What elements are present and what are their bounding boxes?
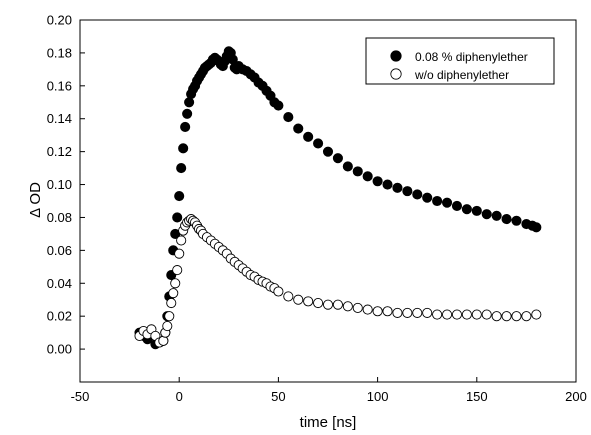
plot-frame <box>79 19 577 383</box>
data-point-filled <box>481 209 492 220</box>
data-point-filled <box>184 97 195 108</box>
data-point-filled <box>176 163 187 174</box>
y-tick-label: 0.06 <box>47 243 72 258</box>
y-tick-label: 0.16 <box>47 78 72 93</box>
data-point-open <box>303 296 314 307</box>
data-point-filled <box>392 182 403 193</box>
legend-label-filled: 0.08 % diphenylether <box>415 50 528 64</box>
data-point-open <box>511 311 522 322</box>
data-point-filled <box>322 146 334 157</box>
y-axis: 0.00 0.02 0.04 0.06 0.08 0.10 0.12 0.14 0.16 0.18… <box>47 13 85 357</box>
legend: 0.08 % diphenylether w/o diphenylether <box>365 37 555 85</box>
data-point-open <box>521 311 532 322</box>
data-point-filled <box>372 176 383 187</box>
data-point-open <box>172 265 183 276</box>
data-point-open <box>461 309 472 320</box>
data-point-filled <box>531 222 542 233</box>
data-point-open <box>332 299 343 310</box>
data-point-open <box>441 309 453 320</box>
y-tick-label: 0.14 <box>47 111 72 126</box>
data-point-open <box>168 288 179 299</box>
data-point-open <box>432 309 443 320</box>
series-layer <box>134 46 542 350</box>
data-point-filled <box>501 214 512 225</box>
data-point-filled <box>342 161 353 172</box>
data-point-filled <box>441 197 453 208</box>
legend-marker-open <box>390 68 402 80</box>
data-point-filled <box>313 138 324 149</box>
x-axis-title: time [ns] <box>300 414 357 431</box>
data-point-open <box>164 311 175 322</box>
data-point-open <box>382 306 393 317</box>
data-point-filled <box>352 166 363 177</box>
data-point-open <box>471 309 482 320</box>
data-point-filled <box>182 108 193 119</box>
data-point-open <box>402 307 413 318</box>
data-point-open <box>531 309 542 320</box>
data-point-open <box>273 286 284 297</box>
data-point-open <box>283 291 294 302</box>
data-point-filled <box>491 210 502 221</box>
data-point-filled <box>432 195 443 207</box>
data-point-open <box>501 311 512 322</box>
y-tick-label: 0.08 <box>47 210 72 225</box>
x-tick-label: 50 <box>271 389 285 404</box>
x-tick-label: 100 <box>367 389 389 404</box>
y-tick-label: 0.20 <box>47 13 72 28</box>
data-point-filled <box>422 192 433 203</box>
data-point-filled <box>273 100 284 111</box>
data-point-filled <box>283 112 294 123</box>
data-point-open <box>293 294 304 305</box>
x-axis: -50 0 50 100 150 200 <box>71 377 587 404</box>
data-point-filled <box>511 215 522 226</box>
data-point-filled <box>412 189 423 200</box>
data-point-open <box>412 307 423 318</box>
data-point-filled <box>180 121 191 132</box>
data-point-open <box>392 307 403 318</box>
x-tick-label: -50 <box>71 389 90 404</box>
data-point-filled <box>402 186 413 197</box>
series-without-diphenylether <box>134 214 542 348</box>
data-point-open <box>422 307 433 318</box>
x-tick-label: 200 <box>565 389 587 404</box>
y-axis-title: Δ OD <box>27 182 44 218</box>
data-point-open <box>166 297 177 309</box>
data-point-open <box>158 335 169 346</box>
data-point-filled <box>172 212 183 223</box>
data-point-open <box>162 320 173 332</box>
y-tick-label: 0.00 <box>47 342 72 357</box>
data-point-filled <box>178 143 189 154</box>
y-tick-label: 0.18 <box>47 45 72 60</box>
legend-marker-filled <box>390 50 402 62</box>
y-tick-label: 0.02 <box>47 309 72 324</box>
data-point-filled <box>382 179 393 190</box>
data-point-open <box>170 278 181 289</box>
data-point-open <box>362 304 373 315</box>
data-point-filled <box>471 205 482 216</box>
y-tick-label: 0.10 <box>47 177 72 192</box>
data-point-open <box>352 302 363 314</box>
data-point-open <box>313 297 324 309</box>
data-point-filled <box>461 204 472 215</box>
data-point-filled <box>174 191 185 202</box>
y-tick-label: 0.04 <box>47 276 72 291</box>
data-point-open <box>481 309 492 320</box>
data-point-open <box>342 301 353 312</box>
data-point-open <box>322 299 334 310</box>
data-point-filled <box>332 153 343 164</box>
data-point-open <box>174 248 185 259</box>
data-point-filled <box>303 131 314 142</box>
data-point-open <box>372 306 383 317</box>
data-point-open <box>491 311 502 322</box>
y-tick-label: 0.12 <box>47 144 72 159</box>
legend-label-open: w/o diphenylether <box>414 68 509 82</box>
data-point-filled <box>293 123 304 134</box>
data-point-filled <box>451 200 463 211</box>
x-tick-label: 150 <box>466 389 488 404</box>
data-point-filled <box>362 171 373 182</box>
x-tick-label: 0 <box>176 389 183 404</box>
data-point-open <box>451 309 463 320</box>
data-point-open <box>176 235 187 246</box>
